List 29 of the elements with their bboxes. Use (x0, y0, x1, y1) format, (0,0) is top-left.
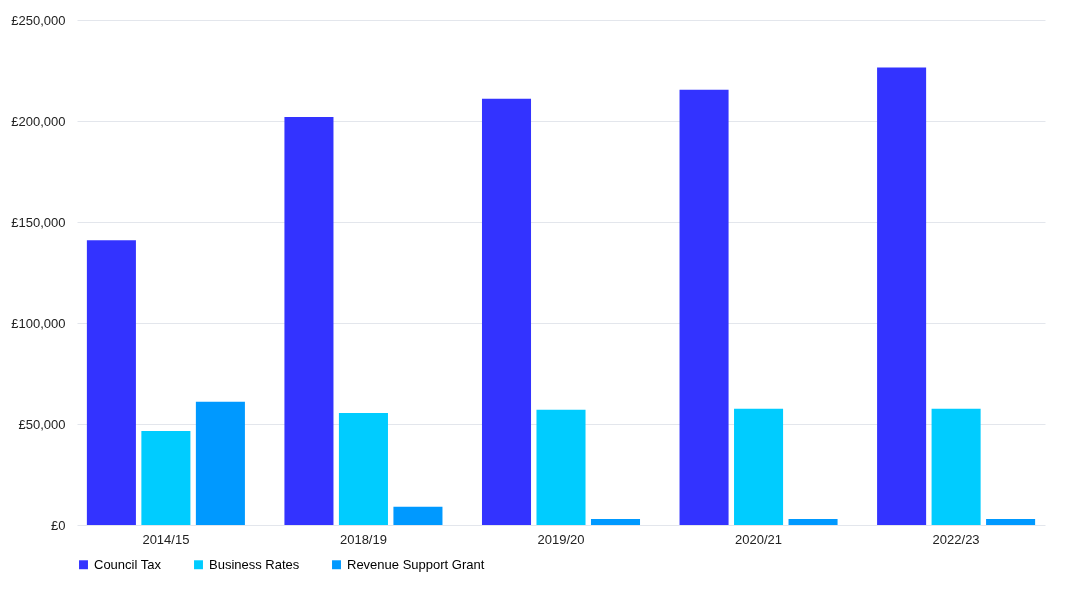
bar (877, 67, 927, 525)
x-tick-label: 2020/21 (735, 531, 783, 547)
bar (590, 518, 641, 525)
bar (536, 409, 586, 525)
bar (393, 506, 443, 525)
bar (679, 89, 729, 525)
bar (284, 116, 334, 525)
x-tick-label: 2014/15 (142, 531, 190, 547)
x-tick-label: 2019/20 (537, 531, 585, 547)
y-tick-label: £50,000 (18, 416, 66, 432)
bar (141, 431, 191, 525)
y-tick-label: £200,000 (11, 113, 66, 129)
bar (338, 412, 388, 525)
legend-label: Business Rates (209, 556, 300, 572)
y-tick-label: £150,000 (11, 214, 66, 230)
bar (195, 401, 245, 525)
bar (734, 408, 784, 525)
legend-label: Council Tax (94, 556, 162, 572)
x-tick-label: 2018/19 (339, 531, 387, 547)
y-tick-label: £100,000 (11, 315, 66, 331)
bar (931, 408, 981, 525)
y-tick-label: £0 (51, 517, 66, 533)
bar (986, 518, 1036, 525)
y-tick-label: £250,000 (11, 12, 66, 28)
x-tick-label: 2022/23 (932, 531, 980, 547)
bar (481, 98, 532, 525)
bar (788, 518, 838, 525)
legend-label: Revenue Support Grant (347, 556, 485, 572)
bar (86, 240, 136, 525)
